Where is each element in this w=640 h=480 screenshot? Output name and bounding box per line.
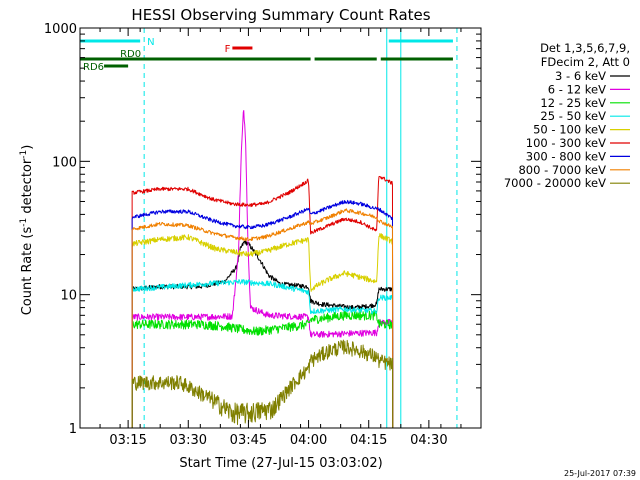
legend: Det 1,3,5,6,7,9,FDecim 2, Att 03 - 6 keV… xyxy=(504,41,630,190)
svg-text:Count Rate (s-1 detector-1): Count Rate (s-1 detector-1) xyxy=(19,145,35,316)
series-line-8 xyxy=(131,339,394,428)
series-line-6 xyxy=(131,199,394,428)
legend-label-3: 25 - 50 keV xyxy=(540,109,606,123)
legend-label-8: 7000 - 20000 keV xyxy=(504,176,606,190)
series-line-5 xyxy=(131,175,394,428)
y-axis-label: Count Rate (s-1 detector-1) xyxy=(19,145,35,316)
y-tick-label-0: 1 xyxy=(69,422,77,437)
x-tick-label-4: 04:15 xyxy=(350,433,387,448)
legend-label-1: 6 - 12 keV xyxy=(548,82,606,96)
y-tick-label-2: 100 xyxy=(52,155,77,170)
plot-content xyxy=(80,28,458,428)
x-tick-label-0: 03:15 xyxy=(109,433,146,448)
y-axis-label-sup2: -1 xyxy=(19,150,29,159)
x-axis-label: Start Time (27-Jul-15 03:03:02) xyxy=(179,456,382,471)
legend-label-4: 50 - 100 keV xyxy=(533,123,606,137)
y-tick-label-3: 1000 xyxy=(44,22,77,37)
legend-label-7: 800 - 7000 keV xyxy=(518,163,606,177)
series-line-4 xyxy=(131,233,394,428)
chart-title: HESSI Observing Summary Count Rates xyxy=(131,6,430,24)
series-line-3 xyxy=(131,279,394,428)
plot-area: N F RD0 RD6 03:15 03:30 03:45 04:00 04:15 04:30 1 1… xyxy=(44,22,482,448)
series-line-2 xyxy=(131,310,394,428)
legend-header-0: Det 1,3,5,6,7,9, xyxy=(540,41,630,55)
legend-label-2: 12 - 25 keV xyxy=(540,96,606,110)
night-label: N xyxy=(147,37,154,48)
flare-label: F xyxy=(225,44,231,55)
x-tick-label-1: 03:30 xyxy=(170,433,207,448)
y-tick-label-1: 10 xyxy=(60,289,77,304)
series-line-1 xyxy=(131,110,394,428)
legend-header-1: FDecim 2, Att 0 xyxy=(541,55,630,69)
x-tick-label-2: 03:45 xyxy=(230,433,267,448)
rd0-label: RD0 xyxy=(120,49,141,60)
legend-label-6: 300 - 800 keV xyxy=(526,149,606,163)
y-axis-label-mid: detector xyxy=(20,158,35,218)
series-line-7 xyxy=(131,208,394,428)
legend-label-0: 3 - 6 keV xyxy=(555,69,606,83)
footer-timestamp: 25-Jul-2017 07:39 xyxy=(564,469,636,478)
y-axis-label-main: Count Rate (s xyxy=(20,227,35,316)
x-tick-label-5: 04:30 xyxy=(410,433,447,448)
x-tick-label-3: 04:00 xyxy=(290,433,327,448)
y-axis-label-end: ) xyxy=(20,145,35,150)
y-axis-label-sup1: -1 xyxy=(19,218,29,227)
legend-label-5: 100 - 300 keV xyxy=(526,136,606,150)
rd6-label: RD6 xyxy=(83,62,104,73)
